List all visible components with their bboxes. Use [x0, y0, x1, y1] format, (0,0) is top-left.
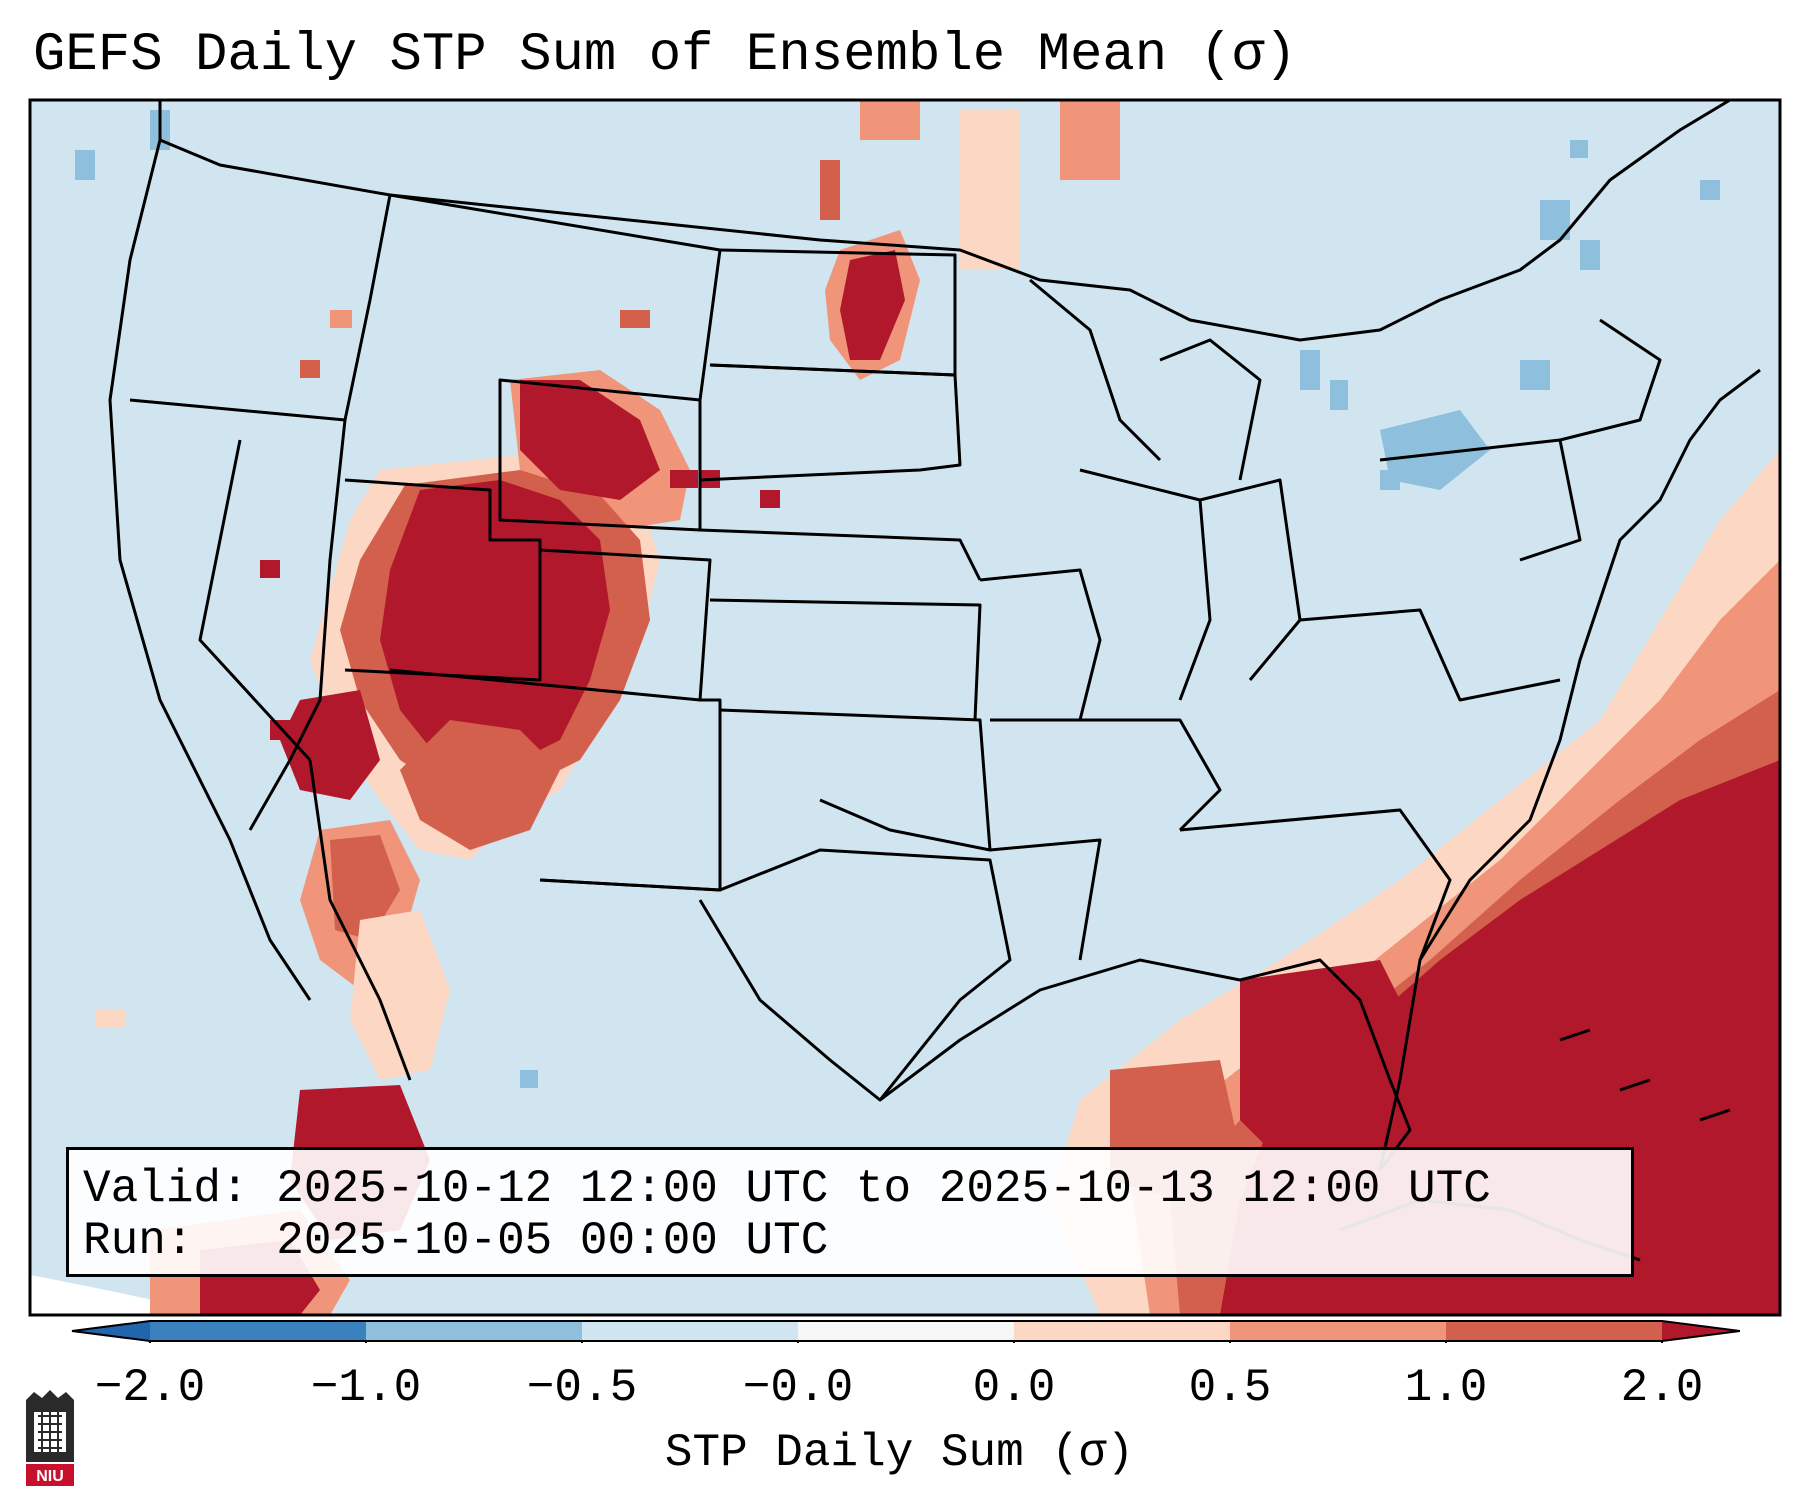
tick-label: 2.0: [1620, 1362, 1704, 1414]
south: [1179, 808, 1452, 961]
colorbar-bin: [582, 1321, 798, 1341]
logo-text: NIU: [36, 1468, 64, 1485]
valid-line: Valid: 2025-10-12 12:00 UTC to 2025-10-1…: [83, 1162, 1491, 1216]
utah: [344, 478, 542, 682]
colorbar-bin: [1446, 1321, 1662, 1341]
tick-label: 0.5: [1188, 1362, 1272, 1414]
pennsylvania: [1379, 438, 1582, 562]
new-england: [1559, 318, 1662, 442]
michigan: [1159, 338, 1262, 481]
tick-label: −0.0: [742, 1362, 854, 1414]
south-dakota: [699, 363, 962, 482]
tick-label: 0.0: [972, 1362, 1056, 1414]
colorbar-bin: [798, 1321, 1014, 1341]
colorado: [389, 548, 712, 702]
tick-label: −1.0: [310, 1362, 422, 1414]
kansas: [709, 598, 982, 721]
valid-value: 2025-10-12 12:00 UTC to 2025-10-13 12:00…: [276, 1163, 1491, 1215]
indiana-ohio: [1199, 478, 1302, 681]
north-plains-anomaly: [820, 100, 1120, 380]
colorbar-label: STP Daily Sum (σ): [664, 1427, 1135, 1479]
idaho-west: [248, 194, 392, 831]
colorbar-bin: [1230, 1321, 1446, 1341]
missouri: [979, 568, 1102, 722]
border-north: [158, 100, 1731, 342]
northeast-negative: [75, 110, 1720, 490]
colorbar-bin: [150, 1321, 366, 1341]
gulf-coast: [879, 958, 1412, 1171]
oregon-south: [129, 398, 346, 422]
tick-label: −2.0: [94, 1362, 206, 1414]
tick-label: −0.5: [526, 1362, 638, 1414]
colorbar-over: [1662, 1321, 1740, 1341]
tennessee: [1080, 718, 1222, 832]
colorbar: [71, 1320, 1740, 1343]
chart-title: GEFS Daily STP Sum of Ensemble Mean (σ): [33, 25, 1297, 86]
colorbar-bin: [1014, 1321, 1230, 1341]
valid-run-box: Valid: 2025-10-12 12:00 UTC to 2025-10-1…: [66, 1147, 1634, 1277]
map-frame: [28, 98, 1782, 1317]
niu-logo: NIU: [26, 1390, 74, 1486]
kentucky-virginia: [1299, 608, 1561, 702]
tick-label: 1.0: [1404, 1362, 1488, 1414]
baja: [308, 759, 412, 1081]
colorbar-under: [72, 1321, 150, 1341]
arkansas-louisiana: [989, 838, 1102, 961]
wisconsin: [1029, 278, 1162, 462]
run-value: 2025-10-05 00:00 UTC: [276, 1215, 829, 1267]
run-line: Run: 2025-10-05 00:00 UTC: [83, 1214, 828, 1268]
nevada: [198, 439, 312, 762]
atlantic-coast: [1378, 368, 1761, 1171]
illinois: [1079, 468, 1212, 701]
colorbar-bin: [366, 1321, 582, 1341]
valid-label: Valid:: [83, 1163, 277, 1215]
west-coast: [108, 139, 312, 1001]
nebraska: [699, 528, 982, 581]
texas: [539, 848, 1012, 1102]
run-label: Run:: [83, 1215, 277, 1267]
bahamas: [1559, 1028, 1731, 1122]
